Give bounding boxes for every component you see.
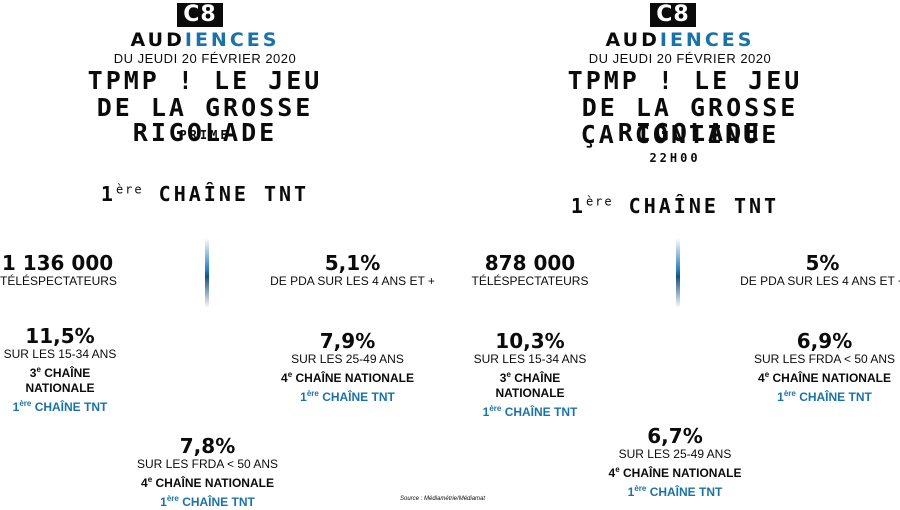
- stat-frda-left: 7,8% SUR LES FRDA < 50 ANS 4e CHAÎNE NAT…: [135, 435, 280, 510]
- audiences-part-a: AUD: [130, 29, 185, 51]
- program-title-line3-right: ÇA CONTINUE: [580, 120, 780, 149]
- pda-block-right: 5% DE PDA SUR LES 4 ANS ET +: [740, 252, 900, 289]
- program-slot-left: PRIME: [179, 128, 231, 142]
- pda-block-left: 5,1% DE PDA SUR LES 4 ANS ET +: [270, 252, 435, 289]
- stat-label: SUR LES FRDA < 50 ANS: [753, 352, 896, 366]
- stat-tnt-rank: 1ère CHAÎNE TNT: [300, 389, 395, 404]
- stat-value: 7,9%: [319, 329, 376, 353]
- stat-tnt-rank: 1ère CHAÎNE TNT: [777, 389, 872, 404]
- divider-left: [205, 238, 209, 308]
- stat-15-34-right: 10,3% SUR LES 15-34 ANS 3e CHAÎNE NATION…: [465, 330, 595, 420]
- stat-label: SUR LES 25-49 ANS: [291, 352, 404, 366]
- stat-tnt-rank: 1ère CHAÎNE TNT: [12, 399, 108, 414]
- stat-tnt-rank: 1ère CHAÎNE TNT: [160, 494, 255, 509]
- pda-value: 5%: [805, 251, 840, 275]
- pda-label: DE PDA SUR LES 4 ANS ET +: [740, 274, 900, 288]
- pda-value: 5,1%: [324, 251, 381, 275]
- stat-national-rank: 4e CHAÎNE NATIONALE: [281, 370, 414, 385]
- viewers-label: TÉLÉSPECTATEURS: [0, 274, 117, 288]
- stat-value: 7,8%: [179, 434, 236, 458]
- stat-value: 6,9%: [796, 329, 853, 353]
- stat-frda-right: 6,9% SUR LES FRDA < 50 ANS 4e CHAÎNE NAT…: [752, 330, 897, 405]
- stat-label: SUR LES 25-49 ANS: [618, 447, 732, 461]
- stat-national-rank: 4e CHAÎNE NATIONALE: [608, 465, 742, 480]
- audiences-heading-right: AUDIENCES: [605, 30, 755, 50]
- stat-national-rank: 3e CHAÎNE NATIONALE: [25, 365, 95, 395]
- stat-label: SUR LES 15-34 ANS: [473, 352, 587, 366]
- stat-value: 11,5%: [25, 324, 95, 348]
- stat-national-rank: 3e CHAÎNE NATIONALE: [495, 370, 565, 400]
- program-title-line1-right: TPMP ! LE JEU: [567, 66, 803, 95]
- stat-tnt-rank: 1ère CHAÎNE TNT: [627, 484, 723, 499]
- stat-national-rank: 4e CHAÎNE NATIONALE: [758, 370, 891, 385]
- program-slot-right: 22H00: [649, 151, 701, 165]
- ranking-right: 1ère CHAÎNE TNT: [570, 194, 780, 218]
- viewers-count: 878 000: [484, 251, 576, 275]
- stat-15-34-left: 11,5% SUR LES 15-34 ANS 3e CHAÎNE NATION…: [0, 325, 120, 415]
- program-title-line2-right: DE LA GROSSE RIGOLADE: [581, 93, 799, 147]
- stat-value: 10,3%: [495, 329, 565, 353]
- c8-logo-left: C8: [177, 3, 223, 27]
- broadcast-date-left: DU JEUDI 20 FÉVRIER 2020: [113, 51, 297, 66]
- pda-label: DE PDA SUR LES 4 ANS ET +: [270, 274, 435, 288]
- stat-tnt-rank: 1ère CHAÎNE TNT: [482, 404, 578, 419]
- stat-label: SUR LES 15-34 ANS: [3, 347, 117, 361]
- program-title-line1-left: TPMP ! LE JEU: [87, 66, 323, 95]
- stat-25-49-left: 7,9% SUR LES 25-49 ANS 4e CHAÎNE NATIONA…: [280, 330, 415, 405]
- audiences-part-b: IENCES: [184, 29, 280, 51]
- viewers-count: 1 136 000: [1, 251, 114, 275]
- viewers-label: TÉLÉSPECTATEURS: [471, 274, 589, 288]
- divider-right: [676, 238, 680, 308]
- stat-national-rank: 4e CHAÎNE NATIONALE: [141, 475, 274, 490]
- program-title-line2-left: DE LA GROSSE RIGOLADE: [96, 93, 314, 147]
- audiences-part-a: AUD: [605, 29, 660, 51]
- ranking-left: 1ère CHAÎNE TNT: [100, 182, 310, 206]
- stat-25-49-right: 6,7% SUR LES 25-49 ANS 4e CHAÎNE NATIONA…: [605, 425, 745, 500]
- source-note: Source : Médiamétrie/Médiamat: [400, 496, 486, 502]
- audiences-part-b: IENCES: [659, 29, 755, 51]
- viewers-block-left: 1 136 000 TÉLÉSPECTATEURS: [0, 251, 117, 289]
- stat-value: 6,7%: [647, 424, 703, 448]
- viewers-block-right: 878 000 TÉLÉSPECTATEURS: [465, 252, 595, 289]
- c8-logo-right: C8: [650, 3, 696, 27]
- broadcast-date-right: DU JEUDI 20 FÉVRIER 2020: [588, 51, 772, 66]
- audiences-heading-left: AUDIENCES: [130, 30, 280, 50]
- stat-label: SUR LES FRDA < 50 ANS: [136, 457, 279, 471]
